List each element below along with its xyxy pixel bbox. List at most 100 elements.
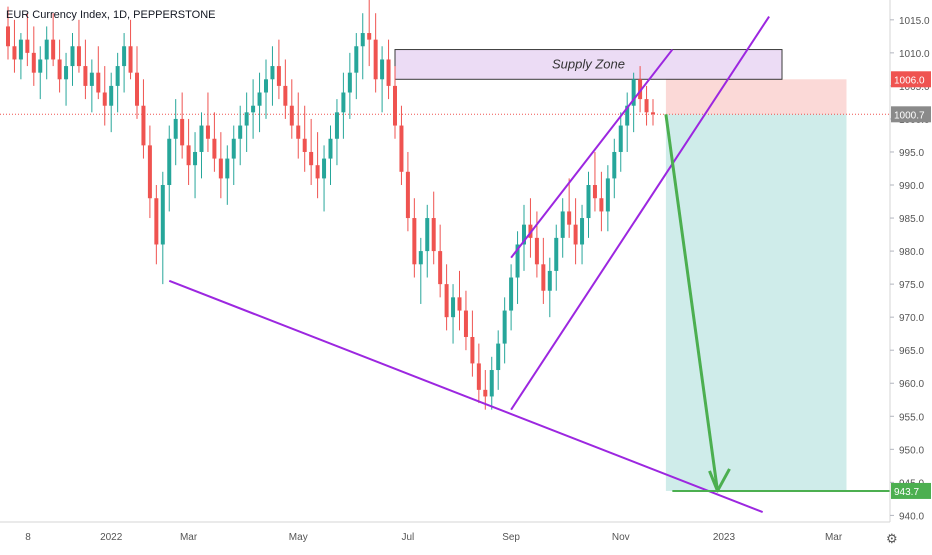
y-tick-label: 990.0 — [899, 181, 924, 192]
candle-body — [205, 125, 210, 139]
candle-body — [302, 138, 307, 152]
y-tick-label: 955.0 — [899, 412, 924, 423]
price-axis-bg — [890, 0, 932, 550]
candle-body — [102, 92, 107, 106]
candle-body — [135, 72, 139, 106]
candle-body — [264, 79, 268, 93]
candle-body — [147, 145, 152, 199]
projection-arrow-head — [708, 468, 731, 493]
y-tick-label: 980.0 — [899, 247, 924, 258]
price-tag-label: 943.7 — [894, 487, 919, 498]
y-tick-label: 1005.0 — [899, 82, 930, 93]
x-tick-label: Sep — [502, 532, 520, 543]
candle-body — [399, 125, 404, 172]
candle-body — [347, 72, 352, 93]
candle-body — [586, 185, 591, 219]
candle-body — [470, 336, 475, 364]
candle-body — [257, 92, 262, 106]
candle-body — [592, 185, 597, 199]
candle-body — [451, 297, 456, 318]
candle-body — [51, 39, 56, 60]
candle-body — [547, 270, 552, 291]
candle-body — [6, 26, 10, 47]
candle-body — [386, 59, 391, 86]
candle-body — [276, 66, 281, 86]
x-tick-label: 2023 — [713, 532, 736, 543]
candle-body — [393, 85, 397, 126]
candle-body — [199, 125, 204, 152]
candle-body — [309, 151, 314, 166]
candle-body — [367, 33, 372, 40]
candle-body — [360, 33, 365, 47]
candle-body — [599, 198, 604, 212]
candle-body — [644, 99, 649, 113]
candle-body — [154, 198, 159, 245]
candle-body — [431, 218, 436, 252]
symbol-header: EUR Currency Index, 1D, PEPPERSTONE — [6, 9, 216, 21]
candle-body — [334, 112, 339, 139]
candle-body — [651, 112, 655, 115]
candle-body — [373, 39, 378, 80]
gear-icon[interactable]: ⚙ — [886, 531, 898, 546]
candle-body — [31, 52, 36, 73]
candle-body — [612, 151, 617, 179]
x-tick-label: Mar — [180, 532, 198, 543]
candle-body — [225, 158, 230, 179]
channel-lower — [510, 15, 770, 411]
candle-body — [193, 151, 198, 166]
candle-body — [57, 59, 62, 80]
candle-body — [638, 79, 643, 100]
candle-body — [315, 165, 320, 179]
candle-body — [341, 92, 346, 113]
y-tick-label: 985.0 — [899, 214, 924, 225]
candle-body — [18, 39, 23, 60]
candle-body — [425, 218, 430, 252]
candle-body — [438, 251, 443, 285]
stop-loss-zone — [665, 79, 847, 115]
candle-body — [89, 72, 94, 86]
candle-body — [238, 125, 243, 139]
candle-body — [418, 251, 423, 265]
candle-body — [180, 118, 185, 146]
candle-body — [141, 105, 146, 146]
supply-zone — [394, 49, 783, 80]
candle-body — [496, 343, 501, 371]
candle-body — [96, 72, 101, 93]
candle-body — [231, 138, 236, 159]
candle-body — [522, 224, 526, 245]
projection-arrow — [664, 114, 719, 492]
y-tick-label: 950.0 — [899, 445, 924, 456]
x-tick-label: Nov — [612, 532, 630, 543]
candle-body — [38, 59, 43, 73]
candle-body — [567, 211, 572, 225]
candle-body — [212, 138, 217, 159]
price-tag — [891, 106, 931, 123]
candle-body — [167, 138, 172, 186]
candle-body — [25, 39, 30, 53]
price-tag — [891, 71, 931, 88]
candle-body — [83, 66, 88, 86]
supply-zone-label: Supply Zone — [552, 56, 625, 71]
candle-body — [541, 264, 546, 291]
x-tick-label: Jul — [402, 532, 415, 543]
candle-body — [115, 66, 120, 86]
candle-body — [173, 118, 178, 139]
candle-body — [283, 85, 288, 106]
candle-body — [354, 46, 359, 73]
candle-body — [573, 224, 578, 245]
candle-body — [270, 66, 275, 80]
candle-body — [251, 105, 256, 113]
x-tick-label: 8 — [25, 532, 31, 543]
x-tick-label: 2022 — [100, 532, 123, 543]
y-tick-label: 940.0 — [899, 511, 924, 522]
candle-body — [412, 218, 417, 265]
take-profit-zone — [665, 114, 847, 491]
candle-body — [554, 237, 559, 271]
candle-body — [631, 79, 636, 106]
candle-body — [160, 185, 165, 245]
y-tick-label: 995.0 — [899, 148, 924, 159]
candle-body — [483, 389, 488, 397]
candle-body — [12, 46, 17, 60]
